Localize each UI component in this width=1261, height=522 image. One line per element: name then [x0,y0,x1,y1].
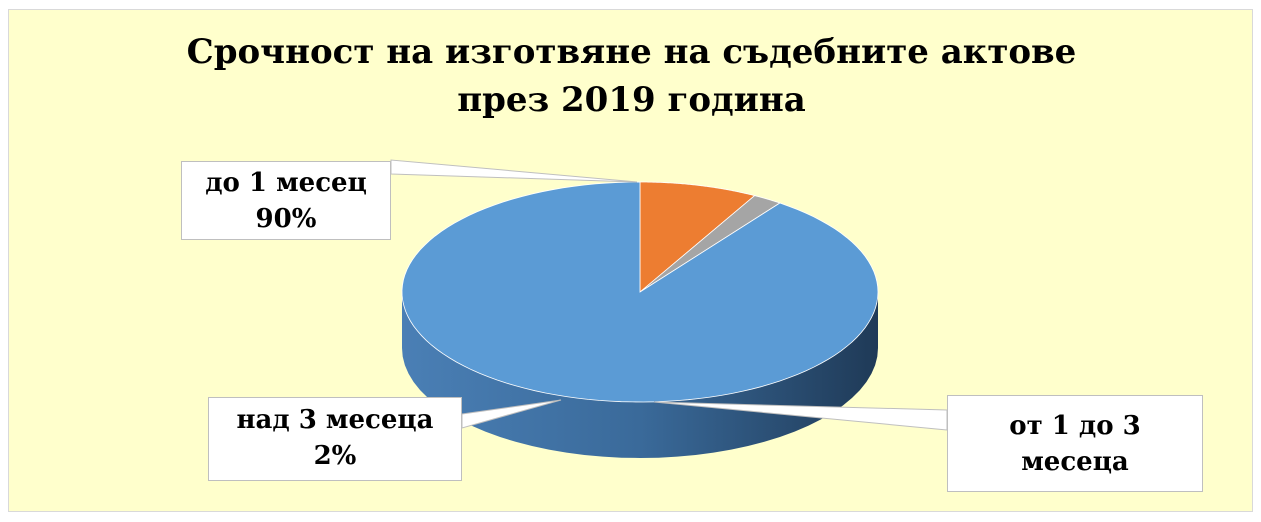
pie-slice-до-1-месец [401,181,879,403]
pie-slice-от-1-до-3-месеца [639,181,756,293]
leader-up-to-1-month [390,159,638,183]
chart-title: Срочност на изготвяне на съдебните актов… [9,28,1254,124]
chart-title-line-2: през 2019 година [457,80,806,120]
chart-title-line-1: Срочност на изготвяне на съдебните актов… [186,32,1077,72]
pie-side-до-1-месец [402,292,878,458]
label-over-3-months-name: над 3 месеца [236,405,434,435]
label-box-over-3-months: над 3 месеца 2% [208,397,462,481]
label-1-to-3-months-line1: от 1 до 3 [1009,411,1141,441]
pie-sides [402,292,878,458]
chart-area: Срочност на изготвяне на съдебните актов… [8,9,1253,512]
label-box-1-to-3-months: от 1 до 3 месеца [947,395,1203,492]
label-1-to-3-months-line2: месеца [1021,447,1129,477]
label-box-up-to-1-month: до 1 месец 90% [181,161,391,240]
pie-slice-над-3-месеца [639,195,781,293]
pie-chart [390,159,948,458]
label-up-to-1-month-name: до 1 месец [205,168,367,198]
pie-tops [401,181,879,403]
label-over-3-months-value: 2% [313,441,357,471]
pie-leaders [390,159,948,431]
leader-over-3-months [461,399,562,429]
label-up-to-1-month-value: 90% [255,204,317,234]
